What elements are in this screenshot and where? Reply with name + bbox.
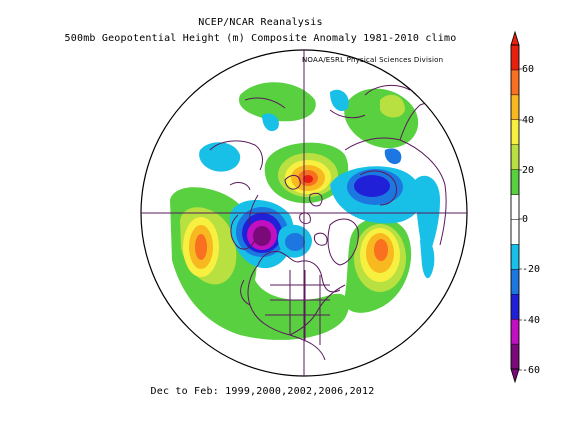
colorbar-swatch [510, 144, 520, 170]
coastlines [209, 84, 447, 361]
colorbar-swatch [510, 244, 520, 270]
colorbar-swatch [510, 194, 520, 220]
colorbar-tick-label: 40 [522, 115, 534, 126]
colorbar-swatch [510, 169, 520, 195]
colorbar-tick-label: -60 [522, 365, 540, 376]
colorbar-swatch [510, 219, 520, 245]
colorbar-swatch [510, 343, 520, 370]
chart-subtitle: 500mb Geopotential Height (m) Composite … [64, 33, 457, 44]
colorbar-tick-label: -20 [522, 264, 540, 275]
colorbar-swatch [510, 269, 520, 295]
colorbar-swatch [510, 318, 520, 345]
colorbar: 60 40 20 0 -20 -40 -60 [510, 30, 540, 384]
chart-title: NCEP/NCAR Reanalysis [198, 17, 323, 28]
anomaly-field [170, 82, 447, 361]
date-caption: Dec to Feb: 1999,2000,2002,2006,2012 [150, 386, 375, 397]
colorbar-tick-label: 20 [522, 165, 534, 176]
colorbar-tick-label: -40 [522, 315, 540, 326]
colorbar-swatch [510, 119, 520, 145]
colorbar-swatch [510, 294, 520, 320]
colorbar-swatch [510, 94, 520, 120]
colorbar-swatch [510, 44, 520, 71]
colorbar-tick-label: 0 [522, 214, 528, 225]
credit-label: NOAA/ESRL Physical Sciences Division [302, 56, 444, 64]
colorbar-tick-label: 60 [522, 64, 534, 75]
colorbar-swatch [510, 69, 520, 96]
